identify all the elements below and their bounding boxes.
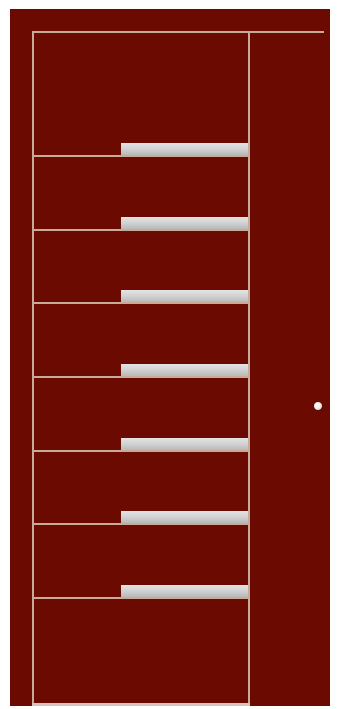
metal-inlay-2 <box>121 217 248 229</box>
metal-inlay-5 <box>121 438 248 450</box>
horizontal-groove-4 <box>34 376 248 378</box>
metal-inlay-7 <box>121 585 248 597</box>
horizontal-groove-2 <box>34 229 248 231</box>
metal-inlay-3 <box>121 290 248 302</box>
horizontal-groove-5 <box>34 450 248 452</box>
horizontal-groove-6 <box>34 523 248 525</box>
horizontal-groove-7 <box>34 597 248 599</box>
stile-divider-groove <box>248 31 250 706</box>
metal-inlay-6 <box>121 511 248 523</box>
bottom-groove <box>32 703 250 706</box>
horizontal-groove-3 <box>34 302 248 304</box>
door-panel <box>10 9 330 706</box>
horizontal-groove-1 <box>34 155 248 157</box>
door-knob-icon <box>314 402 322 410</box>
outer-top-groove <box>32 31 324 33</box>
outer-left-groove <box>32 31 34 706</box>
door <box>10 9 330 706</box>
metal-inlay-4 <box>121 364 248 376</box>
metal-inlay-1 <box>121 143 248 155</box>
